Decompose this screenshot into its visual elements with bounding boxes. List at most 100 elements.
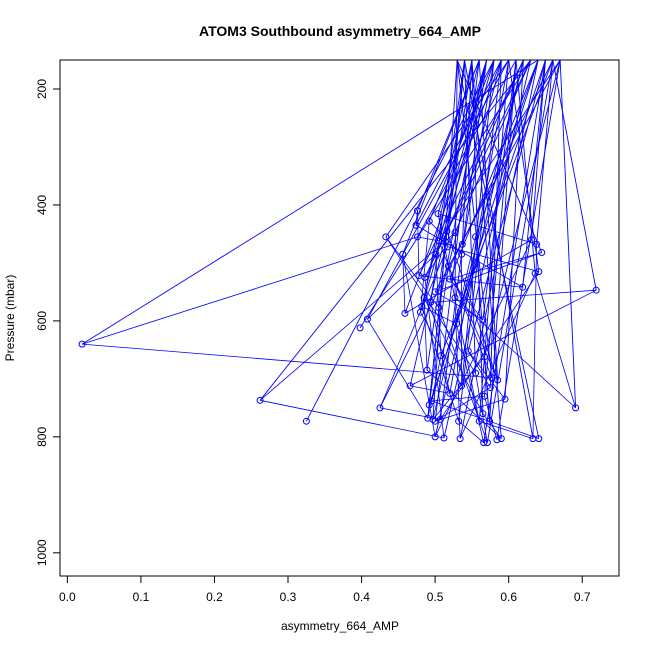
series-lines bbox=[81, 60, 597, 443]
data-point bbox=[464, 347, 472, 355]
data-point bbox=[412, 221, 420, 229]
x-tick-label: 0.5 bbox=[427, 590, 444, 604]
data-point bbox=[455, 417, 463, 425]
series-line bbox=[483, 60, 546, 443]
data-point bbox=[486, 384, 494, 392]
series-line bbox=[449, 60, 539, 280]
series-link bbox=[454, 297, 576, 409]
data-point bbox=[425, 401, 433, 409]
series-line bbox=[483, 60, 517, 397]
series-line bbox=[486, 60, 554, 443]
x-axis-label: asymmetry_664_AMP bbox=[281, 619, 399, 633]
series-link bbox=[458, 420, 484, 443]
data-point bbox=[472, 233, 480, 241]
series-link bbox=[475, 236, 490, 422]
series-line bbox=[438, 60, 488, 308]
y-axis: 200 400 600 800 1000 bbox=[35, 79, 61, 566]
series-line bbox=[458, 60, 502, 422]
data-point bbox=[431, 288, 439, 296]
series-link bbox=[385, 236, 440, 308]
data-point bbox=[480, 439, 488, 447]
data-point bbox=[444, 262, 452, 270]
series-link bbox=[434, 398, 506, 422]
data-point bbox=[533, 240, 541, 248]
series-link bbox=[449, 252, 542, 280]
y-tick-label: 200 bbox=[35, 79, 49, 99]
data-point bbox=[452, 320, 460, 328]
data-point bbox=[486, 417, 494, 425]
series-link bbox=[426, 369, 502, 439]
series-line bbox=[434, 60, 480, 422]
series-link bbox=[423, 297, 428, 371]
series-line bbox=[559, 60, 577, 408]
series-line bbox=[515, 60, 536, 274]
series-link bbox=[456, 323, 485, 443]
data-point bbox=[535, 268, 543, 276]
series-link bbox=[367, 253, 437, 320]
data-point bbox=[446, 275, 454, 283]
data-point bbox=[451, 229, 459, 237]
series-link bbox=[417, 210, 420, 276]
data-point bbox=[501, 395, 509, 403]
x-tick-label: 0.1 bbox=[133, 590, 150, 604]
series-link bbox=[467, 350, 506, 400]
data-point bbox=[527, 236, 535, 244]
series-line bbox=[306, 60, 495, 422]
data-point bbox=[480, 353, 488, 361]
series-link bbox=[259, 232, 456, 401]
data-point bbox=[421, 273, 429, 281]
data-point bbox=[434, 210, 442, 218]
series-link bbox=[415, 224, 523, 288]
series-link bbox=[447, 246, 539, 273]
data-point bbox=[458, 240, 466, 248]
series-line bbox=[379, 60, 554, 409]
data-point bbox=[436, 415, 444, 423]
data-point bbox=[458, 250, 466, 258]
series-line bbox=[430, 60, 465, 303]
y-tick-label: 400 bbox=[35, 195, 49, 215]
series-link bbox=[449, 278, 484, 320]
series-line bbox=[456, 60, 493, 378]
series-link bbox=[434, 387, 491, 422]
series-link bbox=[475, 373, 488, 443]
data-point bbox=[488, 374, 496, 382]
x-tick-label: 0.2 bbox=[206, 590, 223, 604]
series-link bbox=[439, 271, 540, 420]
y-tick-label: 600 bbox=[35, 311, 49, 331]
series-link bbox=[431, 400, 539, 439]
series-link bbox=[409, 289, 597, 387]
series-link bbox=[459, 273, 536, 439]
data-point bbox=[458, 382, 466, 390]
series-link bbox=[446, 230, 499, 381]
series-link bbox=[421, 306, 457, 325]
x-tick-label: 0.3 bbox=[280, 590, 297, 604]
series-line bbox=[483, 60, 561, 357]
series-line bbox=[531, 60, 546, 240]
data-point bbox=[413, 207, 421, 215]
data-point bbox=[519, 283, 527, 291]
series-link bbox=[402, 254, 406, 314]
series-link bbox=[418, 275, 523, 288]
data-point bbox=[399, 250, 407, 258]
data-point bbox=[424, 414, 432, 422]
data-point bbox=[401, 309, 409, 317]
x-tick-label: 0.0 bbox=[59, 590, 76, 604]
data-point bbox=[432, 250, 440, 258]
data-point bbox=[376, 404, 384, 412]
series-line bbox=[456, 60, 540, 439]
data-point bbox=[302, 417, 310, 425]
series-line bbox=[478, 60, 510, 422]
data-point bbox=[535, 435, 543, 443]
series-link bbox=[431, 395, 485, 402]
series-link bbox=[482, 413, 502, 439]
series-line bbox=[471, 60, 484, 414]
data-point bbox=[472, 369, 480, 377]
series-line bbox=[504, 60, 524, 400]
data-point bbox=[493, 436, 501, 444]
data-point bbox=[413, 233, 421, 241]
series-line bbox=[385, 60, 510, 238]
y-tick-label: 1000 bbox=[35, 539, 49, 566]
series-line bbox=[461, 60, 495, 386]
series-link bbox=[410, 385, 450, 394]
